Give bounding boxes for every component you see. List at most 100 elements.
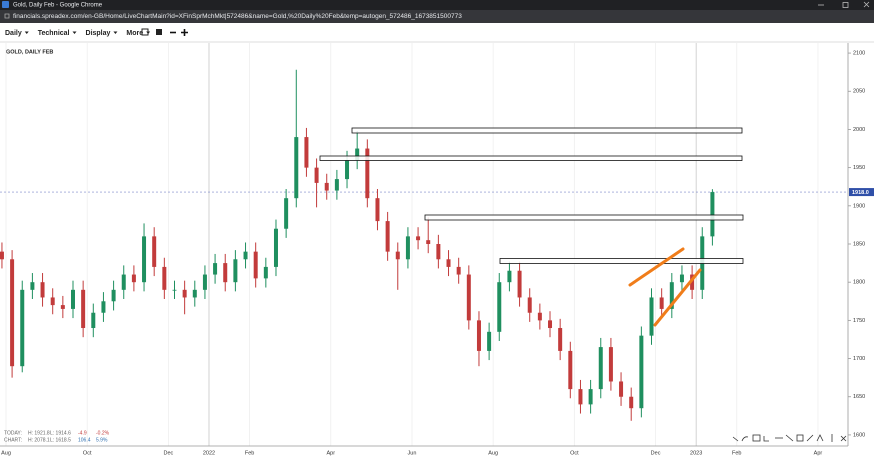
candle-body [345,159,350,180]
candle-body [253,251,258,279]
tool[interactable] [806,434,814,442]
chart-title: GOLD, DAILY FEB [6,49,53,55]
candle-body [142,236,147,283]
y-tick-label: 2000 [853,127,865,133]
candle-body [476,320,481,351]
save-icon[interactable] [156,29,162,35]
candle-body [537,312,542,321]
close [863,1,870,8]
x-tick-label: Feb [245,450,254,456]
zoom-in[interactable] [181,29,188,36]
info-text: L: 1618.5 [50,437,71,443]
price-tag [849,188,874,197]
info-text: CHART: [4,437,22,443]
candle-body [466,274,471,321]
candle-body [588,389,593,405]
y-tick-label: 1650 [853,394,865,400]
url[interactable]: financials.spreadex.com/en-GB/Home/LiveC… [13,13,462,20]
menu-arrow [72,31,77,34]
x-tick-label: Dec [651,450,661,456]
axis-labels: Aug Oct Dec 2022 Feb Apr Jun Aug Oct Dec 2023 Feb Ap… [1,51,874,456]
candle-body [659,297,664,309]
candle-body [334,179,339,191]
candle-body [578,389,583,405]
candle-body [91,312,96,329]
menus: Daily Technical Display More [5,30,151,37]
info-text: H: 1921.8 [28,430,50,436]
x-tick-label: Aug [488,450,498,456]
candle-body [527,297,532,313]
zone-box[interactable] [351,127,743,134]
y-tick-label: 1750 [853,318,865,324]
candle-body [679,274,684,283]
candle-body [639,335,644,409]
tool[interactable] [741,436,749,442]
candle-body [60,305,65,309]
y-tick-label: 1800 [853,280,865,286]
candle-body [558,328,563,351]
tool[interactable] [785,434,794,442]
candle-body [487,331,492,351]
candle-body [598,347,603,390]
candle-body [436,244,441,260]
candle-body [355,148,360,160]
candle-body [507,270,512,283]
candle-body [121,274,126,290]
zone-box[interactable] [424,214,744,221]
candle-body [446,259,451,267]
tool[interactable] [763,436,769,442]
trend-line[interactable] [653,268,702,327]
candle-body [273,228,278,267]
candle-body [70,289,75,309]
menu[interactable]: Display [86,30,111,37]
candle-body [690,274,695,290]
x-tick-label: 2023 [690,450,702,456]
candle-body [395,251,400,260]
candle-body [304,137,309,168]
zone-box[interactable] [319,155,743,161]
candle-body [568,350,573,390]
toolbar [0,23,874,42]
candle-body [50,297,55,306]
trend-line[interactable] [628,247,685,287]
y-tick-label: 2050 [853,89,865,95]
menu-arrow [24,31,29,34]
tool[interactable] [840,435,847,442]
tool[interactable] [732,436,739,442]
x-tick-label: Jun [408,450,417,456]
candle-body [608,347,613,382]
menu-arrow [113,31,118,34]
tool[interactable] [796,434,804,442]
info-text: 5.9% [96,437,108,443]
candle-body [649,297,654,336]
candle-body [263,266,268,279]
menu[interactable]: Technical [38,30,70,37]
candle-body [284,198,289,229]
info-text: TODAY: [4,430,22,436]
open-icon[interactable] [141,28,149,36]
price-tag-label: 1918.0 [852,190,869,196]
candle-body [456,266,461,275]
candle-body [213,263,218,275]
candle-body [375,198,380,222]
candle-body [10,259,15,367]
x-tick-label: Apr [327,450,336,456]
x-tick-label: 2022 [203,450,215,456]
candle-body [81,289,86,329]
tool[interactable] [816,434,824,442]
menu[interactable]: Daily [5,30,22,37]
tool[interactable] [752,434,761,442]
candle-body [669,282,674,309]
candle-body [405,236,410,260]
zone-box[interactable] [499,258,744,264]
candle-body [202,274,207,290]
maximize[interactable] [842,2,849,8]
candle-body [40,282,45,298]
candle-body [30,282,35,290]
plot [0,69,715,421]
candle-body [416,236,421,241]
menu[interactable]: More [126,30,143,37]
info-panel: TODAY: H: 1921.8 L: 1914.6 -4.9 -0.2% CHART: H… [4,430,110,443]
